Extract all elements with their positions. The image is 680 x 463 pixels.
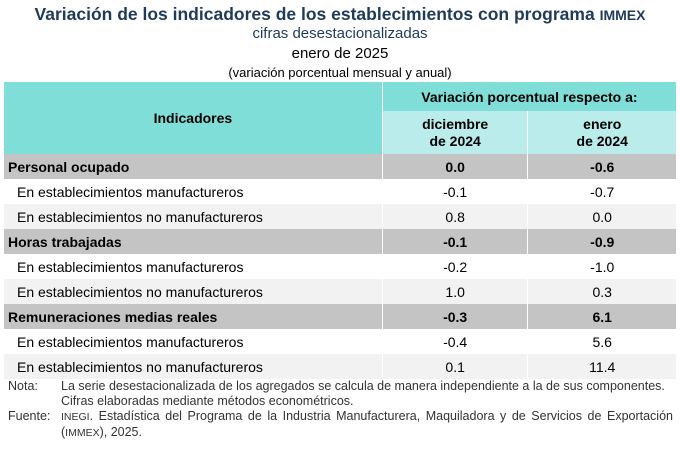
header-indicadores: Indicadores [4,82,383,154]
fuente-tag: IMMEX [65,427,100,439]
title-tag: IMMEX [599,7,646,23]
header-year-l2: de 2024 [576,132,628,149]
table-row: En establecimientos no manufactureros 1.0… [4,279,676,304]
table-row: En establecimientos no manufactureros 0.8… [4,204,676,229]
row-label: En establecimientos manufactureros [17,183,244,200]
notes: Nota: La serie desestacionalizada de los … [8,379,673,441]
date: enero de 2025 [291,45,389,62]
subtitle: cifras desestacionalizadas [252,25,428,42]
table-row: En establecimientos manufactureros -0.1 -0… [4,179,676,204]
fuente: INEGI. Estadística del Programa de la In… [61,409,673,441]
monthly-value: 1.0 [381,279,528,304]
row-label: En establecimientos manufactureros [17,333,244,350]
fuente-label: Fuente: [8,409,51,423]
fuente-org: INEGI [61,411,90,423]
indicators-table: Indicadores Variación porcentual respect… [4,82,676,379]
annual-value: 5.6 [527,329,676,354]
annual-value: 6.1 [527,304,676,329]
page-title: Variación de los indicadores de los esta… [0,4,680,25]
row-label: En establecimientos no manufactureros [4,204,383,229]
annual-value: -1.0 [527,254,676,279]
monthly-value: 0.8 [381,204,528,229]
annual-value: 0.0 [527,204,676,229]
header-year: enero de 2024 [527,111,676,154]
header-month-l2: de 2024 [429,132,481,149]
row-label: En establecimientos no manufactureros [4,354,383,379]
annual-value: -0.7 [527,179,676,204]
row-label: En establecimientos no manufactureros [4,279,383,304]
monthly-value: -0.2 [381,254,528,279]
row-label: En establecimientos manufactureros [17,258,244,275]
section-row: Remuneraciones medias reales -0.3 6.1 [4,304,676,329]
monthly-value: -0.3 [381,304,528,329]
title-text: Variación de los indicadores de los esta… [34,4,595,24]
header-group: Variación porcentual respecto a: [381,82,676,111]
nota-2: Cifras elaboradas mediante métodos econo… [61,394,354,408]
fuente-end: ), 2025. [99,425,142,439]
table-row: En establecimientos manufactureros -0.4 5.… [4,329,676,354]
nota-1: La serie desestacionalizada de los agreg… [61,379,665,393]
nota-label: Nota: [8,379,38,393]
annual-value: -0.9 [527,229,676,254]
monthly-value: -0.1 [381,229,528,254]
unit: (variación porcentual mensual y anual) [228,65,452,80]
table-row: En establecimientos no manufactureros 0.1… [4,354,676,379]
section-row: Horas trabajadas -0.1 -0.9 [4,229,676,254]
annual-value: 0.3 [527,279,676,304]
fuente-text: . Estadística del Programa de la Industr… [61,409,673,439]
header-year-l1: enero [583,115,622,132]
annual-value: -0.6 [527,154,676,179]
row-label: Personal ocupado [4,154,383,179]
monthly-value: -0.1 [381,179,528,204]
monthly-value: -0.4 [381,329,528,354]
annual-value: 11.4 [527,354,676,379]
header-month: diciembre de 2024 [381,111,528,154]
header-month-l1: diciembre [422,115,489,132]
row-label: Horas trabajadas [4,229,383,254]
table-row: En establecimientos manufactureros -0.2 -1… [4,254,676,279]
row-label: Remuneraciones medias reales [4,304,383,329]
monthly-value: 0.1 [381,354,528,379]
section-row: Personal ocupado 0.0 -0.6 [4,154,676,179]
monthly-value: 0.0 [381,154,528,179]
